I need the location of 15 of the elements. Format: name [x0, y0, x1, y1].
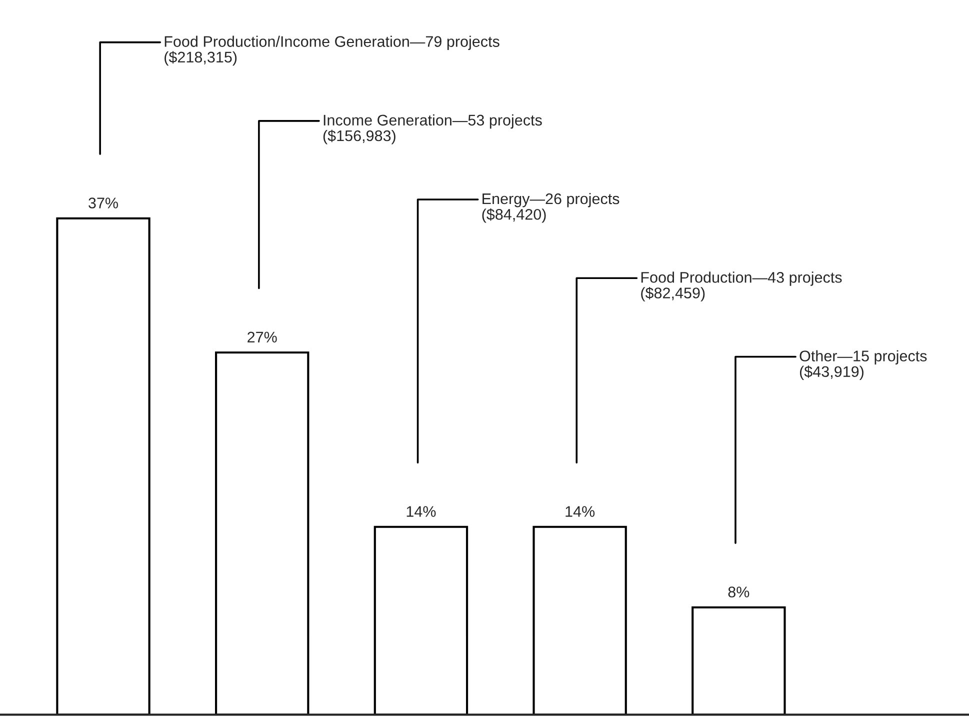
annotation: Food Production—43 projects ($82,459) [641, 272, 842, 302]
data-label: 27% [248, 332, 277, 342]
bar [214, 351, 310, 715]
bar [374, 526, 468, 715]
bar [532, 526, 627, 715]
data-label: 37% [88, 198, 118, 208]
annotation: Other—15 projects ($43,919) [800, 350, 927, 380]
bar [692, 606, 786, 715]
data-label: 14% [566, 506, 595, 517]
text: Income Generation—53 projects ($156,983) [323, 114, 542, 144]
data-label: 8% [728, 586, 750, 598]
bar [56, 217, 150, 715]
text: Food Production/Income Generation—79 projects ($218,315) [164, 36, 500, 66]
data-label: 14% [406, 506, 436, 517]
annotation: Energy—26 projects ($84,420) [482, 192, 620, 223]
